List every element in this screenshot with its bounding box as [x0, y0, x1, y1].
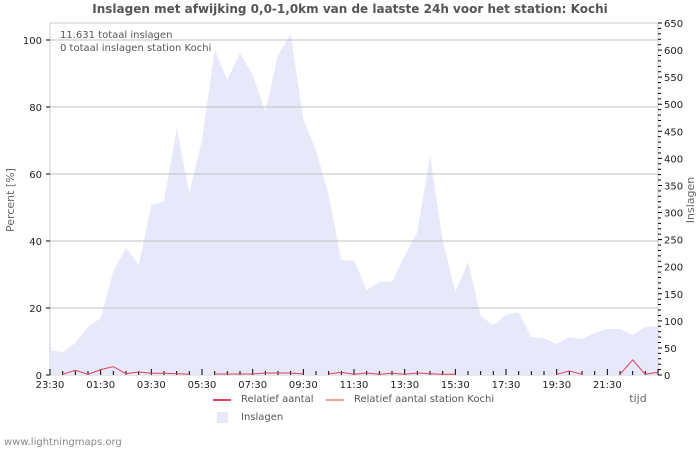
- x-tick-label: 11:30: [340, 380, 369, 391]
- relatief-line: [619, 359, 659, 375]
- legend-item-inslagen: Inslagen: [213, 412, 283, 423]
- y2-tick-label: 0: [664, 371, 670, 382]
- y2-tick-label: 150: [664, 290, 683, 301]
- y-tick-label: 0: [36, 371, 42, 382]
- legend-label-inslagen: Inslagen: [241, 412, 284, 423]
- y-tick-label: 60: [29, 170, 42, 181]
- x-axis-title: tijd: [629, 392, 646, 405]
- legend-item-relatief-station: Relatief aantal station Kochi: [326, 394, 494, 405]
- legend-label-relatief: Relatief aantal: [241, 394, 314, 405]
- relatief-line: [62, 366, 190, 375]
- y2-tick-label: 300: [664, 209, 683, 220]
- y-axis-title: Percent [%]: [4, 168, 17, 232]
- x-tick-label: 03:30: [137, 380, 166, 391]
- y2-tick-label: 400: [664, 154, 683, 165]
- x-tick-label: 05:30: [188, 380, 217, 391]
- inslagen-area: [50, 33, 658, 376]
- footer-link[interactable]: www.lightningmaps.org: [4, 437, 122, 448]
- x-tick-label: 01:30: [86, 380, 115, 391]
- y2-tick-label: 500: [664, 100, 683, 111]
- legend-label-relatief-station: Relatief aantal station Kochi: [354, 394, 495, 405]
- legend-swatch-relatief-station: [326, 398, 344, 401]
- x-tick-label: 17:30: [492, 380, 521, 391]
- station-strikes-text: 0 totaal inslagen station Kochi: [60, 43, 211, 54]
- y2-tick-label: 200: [664, 263, 683, 274]
- legend-swatch-relatief: [213, 398, 231, 401]
- y-tick-label: 20: [29, 304, 42, 315]
- y2-axis-title: Inslagen: [684, 177, 697, 223]
- x-tick-label: 09:30: [289, 380, 318, 391]
- y2-tick-label: 100: [664, 317, 683, 328]
- y-tick-label: 80: [29, 103, 42, 114]
- x-tick-label: 13:30: [390, 380, 419, 391]
- total-strikes-text: 11.631 totaal inslagen: [60, 30, 172, 41]
- relatief-line: [556, 370, 583, 375]
- relatief-line: [214, 372, 304, 375]
- relatief-line: [328, 371, 456, 375]
- x-tick-label: 07:30: [238, 380, 267, 391]
- y-tick-label: 100: [23, 36, 42, 47]
- y2-tick-label: 450: [664, 127, 683, 138]
- y2-tick-label: 550: [664, 73, 683, 84]
- x-tick-label: 19:30: [542, 380, 571, 391]
- legend-item-relatief: Relatief aantal: [213, 394, 314, 405]
- y2-tick-label: 250: [664, 236, 683, 247]
- x-tick-label: 15:30: [441, 380, 470, 391]
- x-tick-label: 23:30: [36, 380, 65, 391]
- y2-tick-label: 650: [664, 19, 683, 30]
- y2-tick-label: 350: [664, 181, 683, 192]
- x-tick-label: 21:30: [593, 380, 622, 391]
- y2-tick-label: 50: [664, 344, 677, 355]
- chart-title: Inslagen met afwijking 0,0-1,0km van de …: [92, 2, 608, 16]
- legend-swatch-inslagen: [217, 412, 228, 423]
- y-tick-label: 40: [29, 237, 42, 248]
- y2-tick-label: 600: [664, 46, 683, 57]
